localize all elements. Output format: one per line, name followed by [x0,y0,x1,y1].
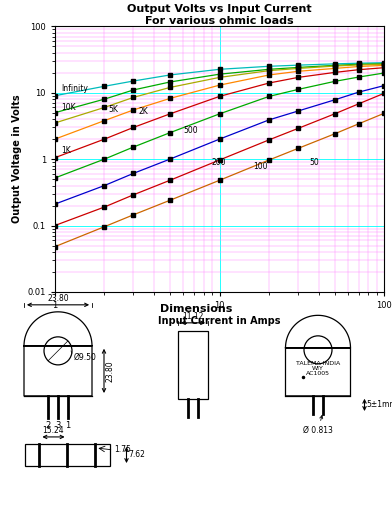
Text: 500: 500 [183,126,198,135]
Text: 1.75: 1.75 [114,446,131,454]
Text: 1K: 1K [62,146,71,155]
Text: 5K: 5K [108,105,118,114]
Text: 2K: 2K [138,107,148,116]
Text: 100: 100 [253,161,268,170]
Text: WIY: WIY [312,366,324,371]
Title: Output Volts vs Input Current
For various ohmic loads: Output Volts vs Input Current For variou… [127,4,312,26]
Bar [178,331,208,399]
Text: 23.80: 23.80 [106,360,115,382]
Bar [25,444,111,466]
Text: 50: 50 [309,158,319,167]
Y-axis label: Output Voltage in Volts: Output Voltage in Volts [12,95,22,224]
Text: Ø 0.813: Ø 0.813 [303,416,333,435]
Text: Ø9.50: Ø9.50 [74,352,97,361]
Text: 2: 2 [45,421,51,430]
Polygon shape [285,316,350,396]
Text: 200: 200 [212,158,227,167]
Text: 5±1mm: 5±1mm [367,400,392,409]
Polygon shape [24,312,92,396]
Text: 15.24: 15.24 [43,427,64,436]
Text: Dimensions: Dimensions [160,304,232,314]
Text: Infinity: Infinity [62,84,89,93]
Text: TALEMA INDIA: TALEMA INDIA [296,361,340,366]
Text: AC1005: AC1005 [306,371,330,376]
Text: 3: 3 [55,421,61,430]
X-axis label: Input Current in Amps: Input Current in Amps [158,316,281,326]
Text: 7.62: 7.62 [129,450,145,459]
Text: 11.12: 11.12 [182,312,204,321]
Text: 10K: 10K [62,103,76,112]
Text: 1: 1 [65,421,71,430]
Text: 23.80: 23.80 [47,295,69,304]
